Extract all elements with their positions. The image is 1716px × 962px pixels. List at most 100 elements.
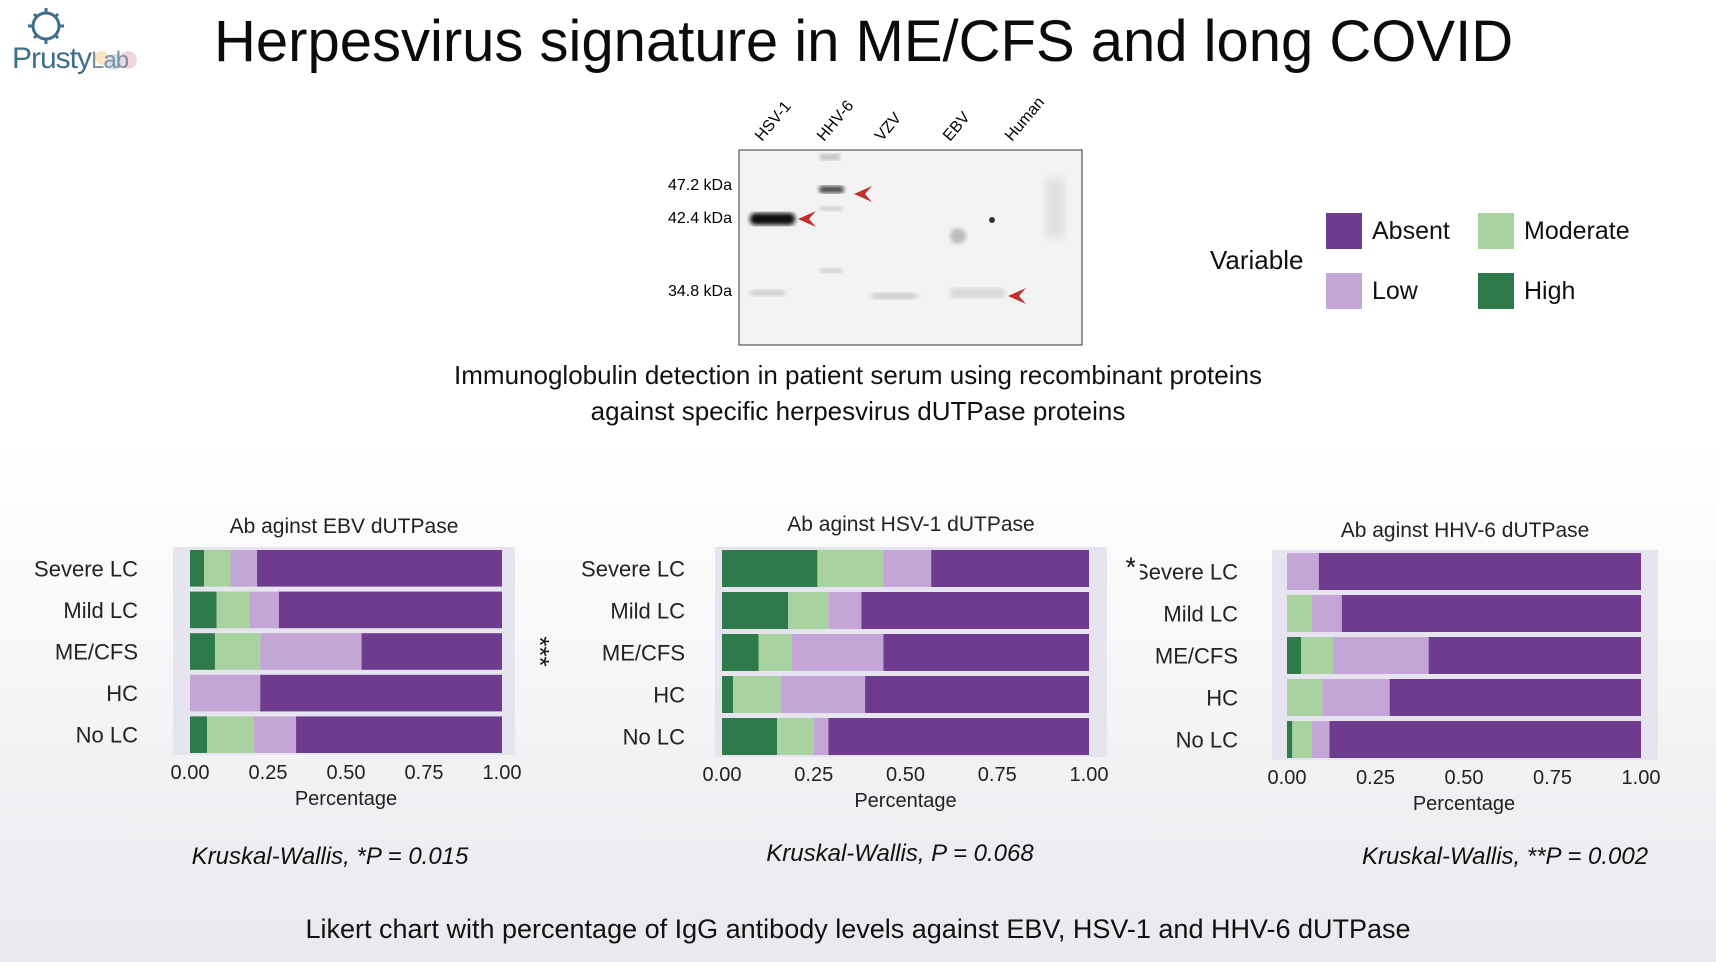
marker-label: 47.2 kDa: [668, 177, 732, 194]
lane-label: Human: [1002, 94, 1048, 144]
stat-hsv1: Kruskal-Wallis, P = 0.068: [766, 840, 1034, 867]
legend-label: Absent: [1372, 216, 1450, 245]
legend-swatch: [1478, 213, 1514, 249]
category-label: HC: [1206, 686, 1238, 711]
legend-title: Variable: [1210, 245, 1304, 275]
x-tick-label: 0.75: [405, 762, 444, 784]
chart-hhv6: Ab aginst HHV-6 dUTPase Severe LC Mild LC M…: [1140, 519, 1661, 815]
x-tick-label: 0.75: [1533, 767, 1572, 789]
x-tick-label: 1.00: [1070, 764, 1109, 786]
bar-segment-high: [190, 591, 217, 629]
bar-segment-absent: [1341, 595, 1641, 632]
legend-swatch: [1326, 213, 1362, 249]
lane-label: HHV-6: [814, 97, 857, 144]
bar-segment-absent: [278, 591, 502, 629]
bar-segment-high: [722, 550, 818, 587]
bar-segment-absent: [257, 550, 502, 587]
bar-segment-moderate: [733, 676, 781, 713]
bar-segment-moderate: [1287, 679, 1323, 716]
bar-segment-low: [1311, 595, 1342, 632]
category-label: Severe LC: [34, 556, 138, 581]
x-axis-label: Percentage: [1413, 793, 1515, 815]
category-label: No LC: [76, 723, 138, 748]
bar-segment-moderate: [216, 591, 250, 629]
category-label: ME/CFS: [1155, 644, 1238, 669]
arrowhead-icons: [798, 186, 1026, 304]
legend-item-moderate: Moderate: [1478, 213, 1630, 249]
bar-segment-moderate: [777, 718, 814, 755]
bar-segment-low: [780, 676, 866, 713]
legend-item-absent: Absent: [1326, 213, 1450, 249]
lane-label: HSV-1: [752, 98, 795, 144]
bar-segment-absent: [1318, 553, 1641, 590]
bar-segment-high: [190, 633, 215, 670]
bar-segment-low: [883, 550, 932, 587]
x-tick-label: 1.00: [1622, 767, 1661, 789]
category-label: HC: [106, 681, 138, 706]
bar-segment-absent: [1428, 637, 1641, 674]
legend: Variable Absent Moderate Low High: [1200, 205, 1660, 315]
category-label: Severe LC: [1140, 560, 1238, 585]
x-tick-label: 1.00: [483, 762, 522, 784]
blot-caption-line2: against specific herpesvirus dUTPase pro…: [590, 396, 1126, 426]
category-label: ME/CFS: [55, 640, 138, 665]
bar-segment-high: [722, 634, 759, 671]
bar-segment-moderate: [214, 633, 261, 670]
bar-segment-absent: [828, 718, 1089, 755]
blot-caption-line1: Immunoglobulin detection in patient seru…: [454, 360, 1262, 390]
stat-hhv6: Kruskal-Wallis, **P = 0.002: [1361, 843, 1649, 870]
category-label: No LC: [623, 725, 685, 750]
prusty-lab-logo: PrustyLab: [6, 4, 146, 84]
bar-segment-moderate: [758, 634, 792, 671]
x-tick-label: 0.50: [1445, 767, 1484, 789]
bar-segment-moderate: [788, 592, 829, 629]
lane-label: VZV: [872, 110, 905, 145]
bar-segment-moderate: [1301, 637, 1334, 674]
bar-segment-high: [722, 676, 734, 713]
x-tick-label: 0.25: [1356, 767, 1395, 789]
x-tick-label: 0.50: [327, 762, 366, 784]
bar-segment-low: [190, 674, 261, 712]
bar-segment-moderate: [817, 550, 884, 587]
chart-title: Ab aginst EBV dUTPase: [230, 515, 459, 538]
lane-label: EBV: [940, 109, 974, 145]
bar-segment-high: [190, 550, 205, 587]
bar-segment-low: [1311, 721, 1330, 758]
bar-segment-low: [813, 718, 829, 755]
x-tick-label: 0.00: [1268, 767, 1307, 789]
bar-segment-absent: [865, 676, 1089, 713]
legend-item-high: High: [1478, 273, 1575, 309]
bar-segment-absent: [1329, 721, 1641, 758]
x-axis-label: Percentage: [295, 788, 397, 810]
western-blot: HSV-1 HHV-6 VZV EBV Human 47.2 kDa 42.4 kDa 34…: [620, 88, 1100, 358]
arrowhead-icon: [854, 186, 872, 202]
bar-segment-absent: [260, 674, 502, 712]
x-tick-label: 0.25: [249, 762, 288, 784]
bar-segment-low: [828, 592, 862, 629]
bar-segment-moderate: [1287, 595, 1312, 632]
bar-segment-absent: [361, 633, 502, 670]
bar-segment-moderate: [207, 716, 254, 753]
bar-segment-high: [1287, 721, 1293, 758]
slide-title: Herpesvirus signature in ME/CFS and long…: [214, 9, 1514, 74]
bar-segment-low: [253, 716, 297, 753]
chart-ebv: Ab aginst EBV dUTPase Severe LC Mild LC ME/…: [34, 515, 555, 810]
significance-marker: ***: [525, 636, 555, 666]
x-tick-label: 0.50: [886, 764, 925, 786]
blot-caption: Immunoglobulin detection in patient seru…: [0, 357, 1716, 429]
bar-segment-moderate: [1292, 721, 1312, 758]
bar-segment-high: [722, 718, 778, 755]
logo-text: PrustyLab: [12, 42, 129, 75]
category-label: ME/CFS: [602, 641, 685, 666]
x-tick-label: 0.00: [171, 762, 210, 784]
x-tick-label: 0.25: [794, 764, 833, 786]
category-label: Mild LC: [63, 598, 138, 623]
chart-title: Ab aginst HSV-1 dUTPase: [787, 513, 1034, 536]
category-label: Severe LC: [581, 557, 685, 582]
bar-segment-absent: [883, 634, 1089, 671]
bar-segment-low: [260, 633, 362, 670]
bar-segment-absent: [931, 550, 1089, 587]
marker-label: 42.4 kDa: [668, 210, 732, 227]
arrowhead-icon: [1008, 288, 1026, 304]
legend-item-low: Low: [1326, 273, 1418, 309]
